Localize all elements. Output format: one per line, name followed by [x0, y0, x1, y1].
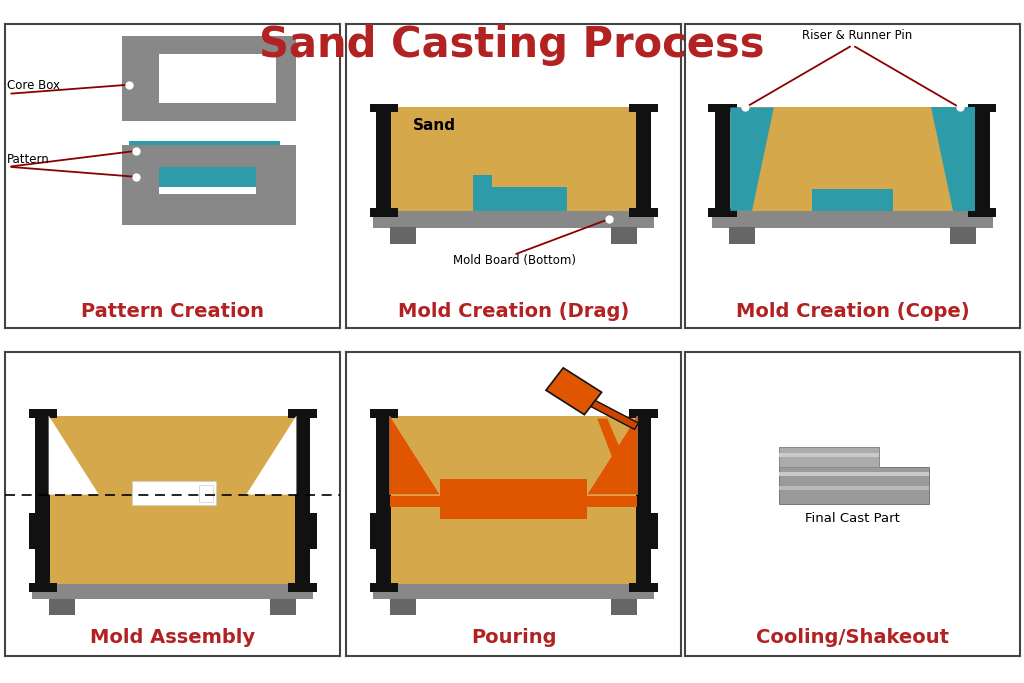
FancyBboxPatch shape — [373, 584, 654, 600]
FancyBboxPatch shape — [629, 104, 657, 112]
Text: Mold Creation (Drag): Mold Creation (Drag) — [398, 302, 629, 320]
FancyBboxPatch shape — [629, 410, 657, 418]
Text: Mold Assembly: Mold Assembly — [90, 628, 255, 647]
Polygon shape — [390, 415, 440, 494]
Polygon shape — [597, 419, 631, 479]
Polygon shape — [591, 400, 639, 430]
FancyBboxPatch shape — [779, 467, 930, 503]
FancyBboxPatch shape — [129, 141, 280, 161]
FancyBboxPatch shape — [370, 208, 398, 217]
FancyBboxPatch shape — [636, 415, 651, 586]
FancyBboxPatch shape — [473, 175, 492, 186]
Text: Mold Creation (Cope): Mold Creation (Cope) — [735, 302, 970, 320]
FancyBboxPatch shape — [709, 208, 737, 217]
Polygon shape — [587, 415, 637, 494]
FancyBboxPatch shape — [629, 583, 657, 592]
FancyBboxPatch shape — [648, 513, 657, 549]
FancyBboxPatch shape — [370, 583, 398, 592]
FancyBboxPatch shape — [122, 36, 296, 121]
Text: Sand Casting Process: Sand Casting Process — [259, 24, 765, 66]
FancyBboxPatch shape — [812, 189, 893, 211]
FancyBboxPatch shape — [49, 494, 296, 586]
FancyBboxPatch shape — [370, 410, 398, 418]
Text: Core Box: Core Box — [7, 79, 59, 92]
Text: Pouring: Pouring — [471, 628, 556, 647]
FancyBboxPatch shape — [129, 167, 280, 186]
FancyBboxPatch shape — [376, 107, 391, 211]
FancyBboxPatch shape — [712, 211, 993, 227]
FancyBboxPatch shape — [49, 599, 76, 615]
FancyBboxPatch shape — [473, 186, 567, 211]
FancyBboxPatch shape — [288, 410, 316, 418]
FancyBboxPatch shape — [376, 415, 391, 586]
FancyBboxPatch shape — [49, 415, 296, 494]
Polygon shape — [246, 415, 296, 494]
FancyBboxPatch shape — [975, 107, 990, 211]
Polygon shape — [49, 415, 99, 494]
FancyBboxPatch shape — [390, 496, 440, 507]
Polygon shape — [587, 415, 637, 494]
FancyBboxPatch shape — [729, 227, 756, 245]
Polygon shape — [730, 107, 774, 211]
FancyBboxPatch shape — [779, 447, 880, 467]
Text: Pattern: Pattern — [7, 153, 49, 166]
FancyBboxPatch shape — [629, 208, 657, 217]
FancyBboxPatch shape — [307, 513, 316, 549]
Text: Pattern Creation: Pattern Creation — [81, 302, 264, 320]
FancyBboxPatch shape — [288, 583, 316, 592]
FancyBboxPatch shape — [370, 513, 379, 549]
FancyBboxPatch shape — [295, 415, 310, 586]
Polygon shape — [390, 415, 440, 494]
FancyBboxPatch shape — [122, 158, 159, 225]
FancyBboxPatch shape — [610, 599, 637, 615]
Text: Sand: Sand — [413, 118, 456, 133]
Text: Cooling/Shakeout: Cooling/Shakeout — [756, 628, 949, 647]
FancyBboxPatch shape — [390, 227, 417, 245]
FancyBboxPatch shape — [390, 415, 637, 494]
FancyBboxPatch shape — [256, 167, 296, 204]
FancyBboxPatch shape — [390, 107, 637, 211]
Polygon shape — [546, 368, 602, 415]
FancyBboxPatch shape — [587, 496, 637, 507]
FancyBboxPatch shape — [223, 150, 240, 161]
FancyBboxPatch shape — [779, 486, 930, 490]
FancyBboxPatch shape — [373, 211, 654, 227]
FancyBboxPatch shape — [390, 494, 637, 586]
FancyBboxPatch shape — [636, 107, 651, 211]
Text: Final Cast Part: Final Cast Part — [805, 512, 900, 525]
FancyBboxPatch shape — [968, 104, 996, 112]
FancyBboxPatch shape — [370, 104, 398, 112]
FancyBboxPatch shape — [122, 145, 296, 167]
FancyBboxPatch shape — [132, 481, 216, 505]
FancyBboxPatch shape — [390, 599, 417, 615]
FancyBboxPatch shape — [779, 453, 880, 457]
Text: Mold Board (Bottom): Mold Board (Bottom) — [454, 254, 577, 267]
FancyBboxPatch shape — [949, 227, 976, 245]
FancyBboxPatch shape — [200, 486, 213, 502]
FancyBboxPatch shape — [968, 208, 996, 217]
FancyBboxPatch shape — [32, 584, 313, 600]
FancyBboxPatch shape — [440, 479, 587, 519]
FancyBboxPatch shape — [29, 583, 57, 592]
FancyBboxPatch shape — [29, 513, 38, 549]
Polygon shape — [931, 107, 975, 211]
FancyBboxPatch shape — [709, 104, 737, 112]
FancyBboxPatch shape — [715, 107, 730, 211]
FancyBboxPatch shape — [779, 473, 930, 476]
FancyBboxPatch shape — [269, 599, 296, 615]
FancyBboxPatch shape — [729, 107, 976, 211]
FancyBboxPatch shape — [610, 227, 637, 245]
FancyBboxPatch shape — [29, 410, 57, 418]
Text: Riser & Runner Pin: Riser & Runner Pin — [802, 29, 912, 42]
FancyBboxPatch shape — [122, 194, 296, 225]
FancyBboxPatch shape — [159, 54, 276, 103]
FancyBboxPatch shape — [35, 415, 50, 586]
